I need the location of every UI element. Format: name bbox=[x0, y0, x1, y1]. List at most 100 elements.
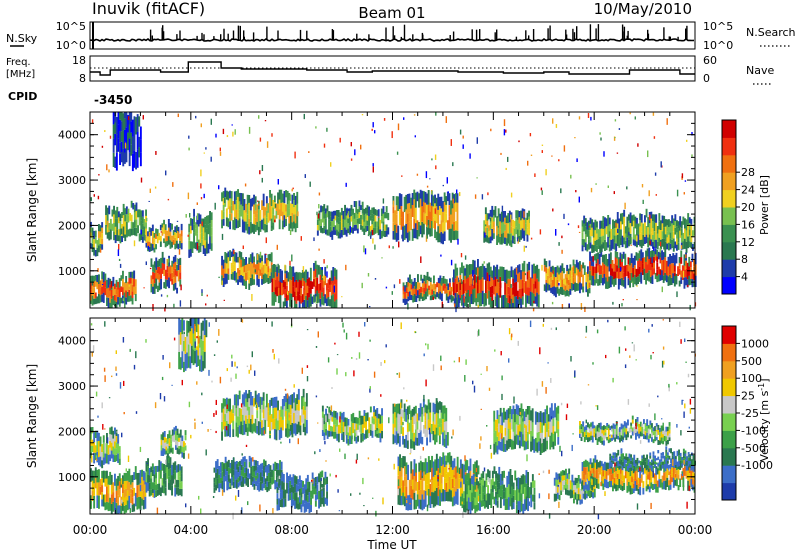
data-cell bbox=[554, 403, 556, 418]
data-cell bbox=[666, 219, 669, 226]
data-cell bbox=[632, 233, 635, 240]
data-cell bbox=[549, 435, 552, 450]
data-cell bbox=[274, 480, 277, 490]
data-cell bbox=[650, 476, 653, 483]
data-cell bbox=[385, 224, 388, 231]
data-cell bbox=[525, 294, 527, 308]
data-cell bbox=[379, 229, 382, 240]
data-cell bbox=[515, 267, 518, 275]
data-cell bbox=[150, 489, 153, 496]
data-cell bbox=[151, 224, 154, 232]
data-cell bbox=[618, 469, 621, 479]
data-cell bbox=[96, 441, 99, 452]
data-cell bbox=[499, 221, 502, 230]
data-cell bbox=[491, 492, 494, 500]
data-cell bbox=[166, 259, 169, 266]
data-cell bbox=[356, 223, 359, 229]
data-cell bbox=[116, 229, 119, 241]
data-cell bbox=[650, 465, 653, 469]
data-cell bbox=[405, 474, 408, 487]
data-cell bbox=[258, 482, 261, 492]
data-cell bbox=[550, 432, 553, 448]
data-cell bbox=[500, 152, 502, 155]
data-cell bbox=[264, 460, 267, 467]
data-cell bbox=[221, 421, 223, 432]
data-cell bbox=[464, 474, 467, 485]
data-cell bbox=[512, 431, 515, 441]
data-cell bbox=[224, 187, 227, 198]
data-cell bbox=[369, 306, 371, 308]
data-cell bbox=[488, 493, 491, 505]
data-cell bbox=[125, 214, 128, 222]
data-cell bbox=[566, 277, 569, 284]
data-cell bbox=[216, 468, 219, 479]
data-cell bbox=[176, 287, 178, 294]
power-panel-frame bbox=[89, 111, 696, 309]
data-cell bbox=[613, 466, 616, 473]
data-cell bbox=[579, 282, 581, 294]
data-cell bbox=[229, 462, 232, 469]
data-cell bbox=[552, 418, 555, 427]
data-cell bbox=[486, 263, 489, 273]
data-cell bbox=[180, 236, 183, 244]
data-cell bbox=[617, 278, 620, 290]
data-cell bbox=[678, 460, 680, 467]
data-cell bbox=[424, 213, 427, 225]
data-cell bbox=[483, 501, 486, 509]
data-cell bbox=[414, 421, 417, 430]
data-cell bbox=[470, 264, 473, 275]
data-cell bbox=[504, 224, 506, 231]
data-cell bbox=[419, 470, 422, 481]
data-cell bbox=[653, 231, 656, 240]
data-cell bbox=[364, 219, 367, 226]
data-cell bbox=[309, 181, 311, 187]
data-cell bbox=[194, 229, 197, 236]
data-cell bbox=[403, 466, 406, 477]
data-cell bbox=[321, 227, 324, 234]
data-cell bbox=[219, 467, 222, 473]
data-cell bbox=[292, 266, 295, 277]
data-cell bbox=[278, 475, 280, 487]
data-cell bbox=[659, 275, 662, 281]
data-cell bbox=[517, 265, 519, 274]
data-cell bbox=[477, 503, 480, 511]
data-cell bbox=[510, 219, 513, 227]
data-cell bbox=[233, 394, 236, 406]
data-cell bbox=[392, 230, 395, 240]
data-cell bbox=[411, 408, 414, 417]
data-cell bbox=[501, 205, 504, 212]
data-cell bbox=[261, 219, 263, 230]
data-cell bbox=[520, 403, 523, 418]
data-cell bbox=[634, 116, 636, 120]
data-cell bbox=[568, 473, 571, 480]
data-cell bbox=[308, 277, 311, 288]
data-cell bbox=[633, 255, 636, 266]
data-cell bbox=[290, 477, 293, 485]
data-cell bbox=[94, 280, 97, 287]
data-cell bbox=[443, 231, 446, 241]
data-cell bbox=[578, 116, 581, 120]
data-cell bbox=[617, 228, 619, 234]
data-cell bbox=[567, 268, 570, 275]
data-cell bbox=[510, 226, 513, 234]
data-cell bbox=[429, 228, 432, 237]
data-cell bbox=[589, 482, 592, 489]
data-cell bbox=[96, 430, 99, 442]
data-cell bbox=[446, 191, 449, 202]
data-cell bbox=[180, 466, 183, 474]
data-cell bbox=[661, 223, 664, 232]
data-cell bbox=[427, 409, 430, 420]
data-cell bbox=[467, 473, 470, 486]
data-cell bbox=[248, 202, 251, 211]
data-cell bbox=[443, 478, 446, 490]
data-cell bbox=[449, 286, 451, 292]
data-cell bbox=[123, 505, 126, 514]
data-cell bbox=[227, 200, 230, 210]
data-cell bbox=[591, 484, 594, 491]
data-cell bbox=[90, 232, 92, 238]
data-cell bbox=[450, 214, 452, 229]
data-cell bbox=[318, 473, 320, 483]
data-cell bbox=[558, 267, 561, 275]
data-cell bbox=[324, 478, 327, 485]
data-cell bbox=[131, 489, 134, 498]
